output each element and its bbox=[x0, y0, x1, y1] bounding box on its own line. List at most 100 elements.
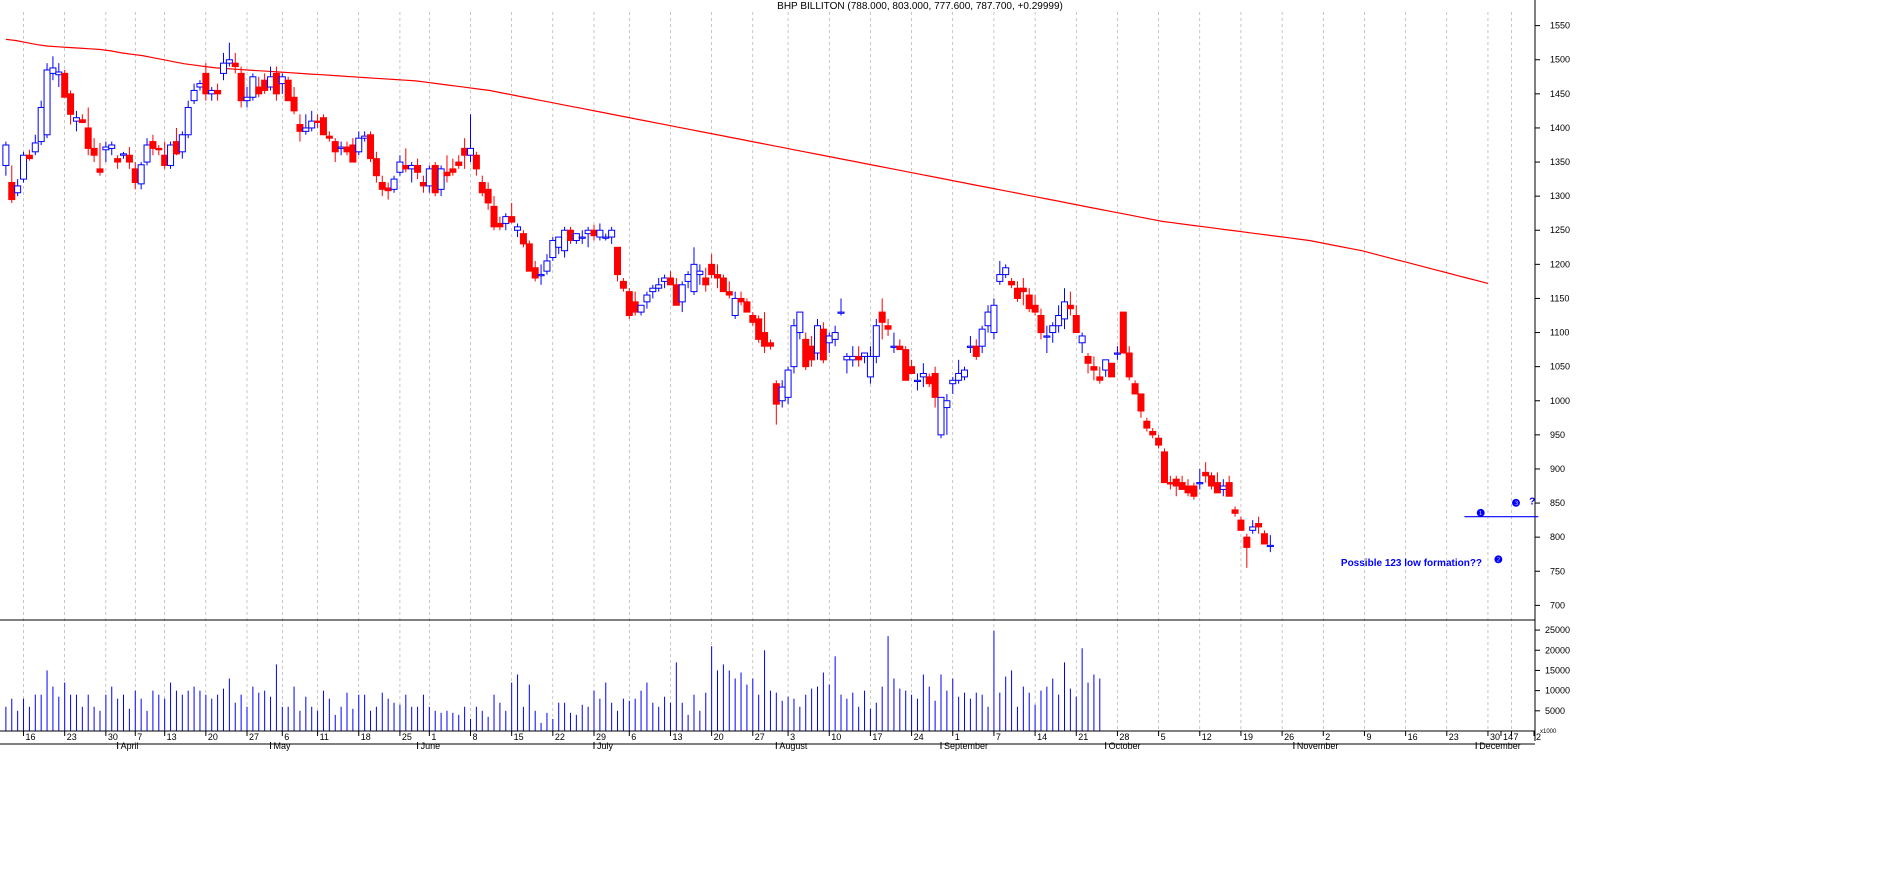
candle-body-up bbox=[102, 146, 110, 151]
candle-body-down bbox=[902, 349, 910, 381]
candle-body-down bbox=[1019, 287, 1027, 293]
x-day-tick-label: 8 bbox=[472, 732, 477, 742]
candle-body-up bbox=[1266, 544, 1274, 548]
candle-body-down bbox=[749, 315, 757, 323]
candle-body-up bbox=[543, 260, 551, 272]
candle-body-down bbox=[525, 243, 533, 272]
candle-body-down bbox=[1066, 304, 1074, 310]
candle-body-down bbox=[1084, 355, 1092, 364]
candle-body-down bbox=[1225, 482, 1233, 497]
candle-body-down bbox=[367, 134, 375, 160]
candle-body-up bbox=[167, 144, 175, 166]
candle-body-down bbox=[25, 154, 33, 160]
candle-body-down bbox=[1096, 376, 1104, 381]
candle-body-down bbox=[255, 86, 263, 95]
candle-body-down bbox=[296, 124, 304, 132]
candle-body-up bbox=[337, 146, 345, 149]
candle-body-up bbox=[2, 144, 10, 166]
candle-body-down bbox=[766, 342, 774, 347]
candle-body-up bbox=[514, 226, 522, 231]
volume-tick-label: 15000 bbox=[1545, 665, 1570, 675]
price-tick-label: 800 bbox=[1550, 532, 1565, 542]
candle-body-down bbox=[1031, 304, 1039, 313]
candle-body-down bbox=[490, 205, 498, 228]
candle-body-up bbox=[1219, 485, 1227, 490]
x-day-tick-label: 2 bbox=[1325, 732, 1330, 742]
candle-body-down bbox=[808, 345, 816, 361]
candle-body-down bbox=[402, 164, 410, 170]
candle-body-up bbox=[1002, 267, 1010, 276]
x-month-label: April bbox=[121, 741, 139, 751]
candle-body-down bbox=[314, 120, 322, 123]
candle-body-up bbox=[549, 239, 557, 259]
candle-body-up bbox=[249, 76, 257, 98]
x-day-tick-label: 6 bbox=[631, 732, 636, 742]
x-month-label: September bbox=[944, 741, 988, 751]
candle-body-down bbox=[519, 233, 527, 245]
candle-body-up bbox=[72, 117, 80, 122]
candle-body-up bbox=[55, 71, 63, 76]
candle-body-up bbox=[596, 229, 604, 238]
candle-body-down bbox=[1184, 485, 1192, 494]
candle-body-down bbox=[931, 372, 939, 398]
candle-body-up bbox=[137, 164, 145, 185]
x-day-tick-label: 5 bbox=[1161, 732, 1166, 742]
candle-body-up bbox=[872, 325, 880, 357]
x-day-tick-label: 14 bbox=[1503, 732, 1513, 742]
candle-body-up bbox=[825, 335, 833, 344]
candle-body-down bbox=[319, 117, 327, 136]
candle-body-up bbox=[978, 328, 986, 347]
candle-body-down bbox=[614, 246, 622, 276]
candle-body-down bbox=[496, 222, 504, 228]
candle-body-down bbox=[155, 147, 163, 151]
candle-body-up bbox=[120, 153, 128, 156]
candle-body-up bbox=[937, 396, 945, 436]
candle-body-down bbox=[343, 146, 351, 153]
candle-body-down bbox=[619, 280, 627, 289]
price-tick-label: 950 bbox=[1550, 430, 1565, 440]
candle-body-up bbox=[661, 277, 669, 282]
candle-body-up bbox=[649, 287, 657, 293]
candle-body-down bbox=[590, 229, 598, 237]
x-month-label: June bbox=[421, 741, 441, 751]
price-tick-label: 750 bbox=[1550, 566, 1565, 576]
volume-tick-label: 25000 bbox=[1545, 625, 1570, 635]
x-day-tick-label: 3 bbox=[790, 732, 795, 742]
candles-layer bbox=[2, 42, 1274, 568]
x-month-label: May bbox=[274, 741, 292, 751]
candle-body-down bbox=[372, 158, 380, 177]
x-day-tick-label: 16 bbox=[26, 732, 36, 742]
candle-body-up bbox=[678, 284, 686, 303]
candle-body-up bbox=[302, 127, 310, 132]
candle-body-up bbox=[108, 144, 116, 149]
candle-body-down bbox=[84, 127, 92, 149]
candle-body-down bbox=[908, 366, 916, 374]
annotation-marker: ❶ bbox=[1476, 509, 1485, 520]
candle-body-down bbox=[1008, 280, 1016, 286]
candle-body-up bbox=[984, 311, 992, 327]
price-tick-label: 1050 bbox=[1550, 362, 1570, 372]
price-tick-label: 1300 bbox=[1550, 191, 1570, 201]
candle-body-down bbox=[214, 89, 222, 95]
candle-body-down bbox=[290, 96, 298, 112]
candle-body-up bbox=[437, 168, 445, 190]
candle-body-up bbox=[966, 345, 974, 348]
candle-body-up bbox=[555, 236, 563, 248]
candle-body-up bbox=[243, 96, 251, 102]
candle-body-up bbox=[196, 83, 204, 88]
x-day-tick-label: 23 bbox=[67, 732, 77, 742]
candle-body-down bbox=[478, 182, 486, 194]
x-day-tick-label: 9 bbox=[1366, 732, 1371, 742]
candle-body-down bbox=[455, 161, 463, 166]
candle-body-up bbox=[790, 325, 798, 368]
candle-body-up bbox=[49, 67, 57, 74]
candle-body-down bbox=[484, 188, 492, 204]
price-tick-label: 1400 bbox=[1550, 123, 1570, 133]
candle-body-up bbox=[1113, 352, 1121, 355]
candle-body-down bbox=[1260, 533, 1268, 545]
candle-body-down bbox=[1208, 475, 1216, 487]
price-tick-label: 850 bbox=[1550, 498, 1565, 508]
volume-tick-label: 20000 bbox=[1545, 645, 1570, 655]
candle-body-up bbox=[943, 400, 951, 409]
x-day-tick-label: 19 bbox=[1243, 732, 1253, 742]
